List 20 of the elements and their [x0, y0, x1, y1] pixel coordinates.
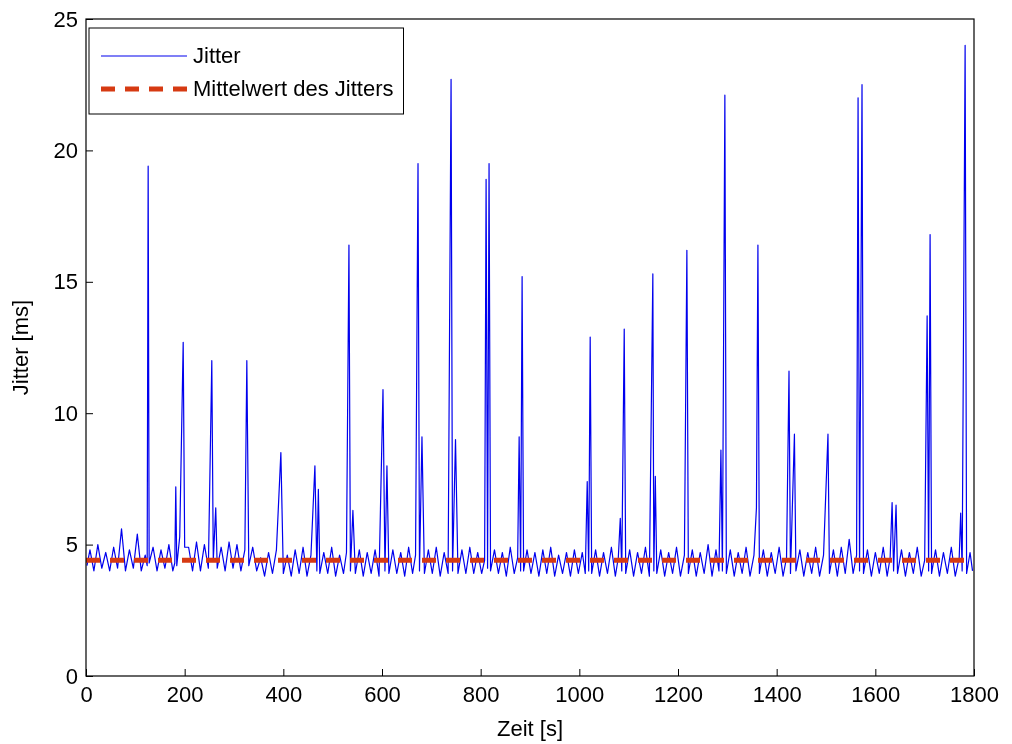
y-tick-label: 0 [65, 663, 78, 689]
x-tick-label: 1200 [654, 681, 703, 707]
x-tick-label: 1000 [555, 681, 605, 707]
x-axis-title: Zeit [s] [496, 716, 564, 741]
x-tick-label: 400 [265, 681, 303, 707]
y-tick-label: 20 [53, 137, 78, 163]
legend-label: Jitter [193, 43, 241, 68]
legend-label: Mittelwert des Jitters [193, 76, 394, 101]
y-tick-label: 5 [65, 532, 78, 558]
x-tick-label: 600 [364, 681, 401, 707]
y-axis-title: Jitter [ms] [8, 299, 33, 396]
x-tick-label: 1400 [752, 681, 802, 707]
x-tick-label: 800 [462, 681, 500, 707]
y-tick-label: 15 [53, 269, 78, 295]
x-tick-label: 1800 [950, 681, 999, 707]
y-tick-label: 25 [53, 6, 78, 32]
x-tick-label: 200 [166, 681, 204, 707]
y-tick-label: 10 [53, 400, 78, 426]
x-tick-label: 1600 [851, 681, 901, 707]
line-series [86, 44, 974, 577]
